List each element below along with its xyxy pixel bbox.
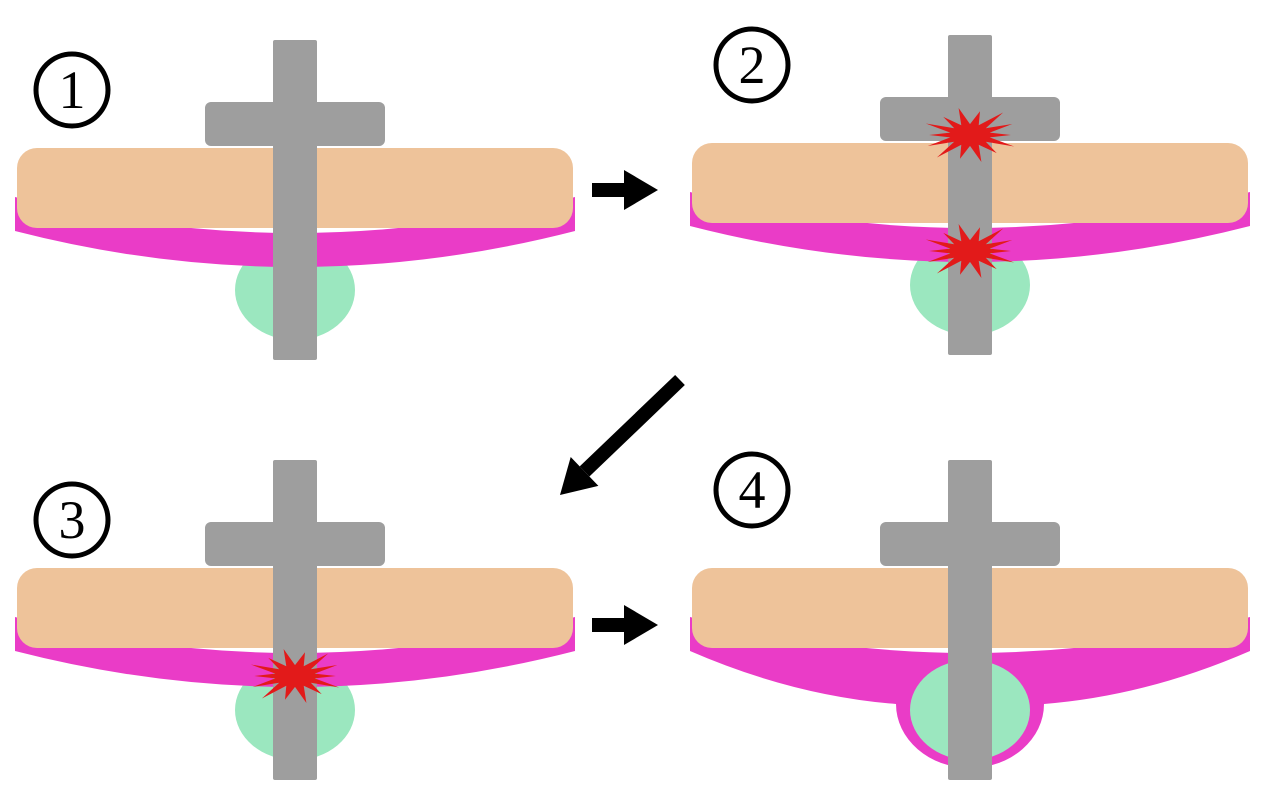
step-label-2: 2 xyxy=(739,35,766,95)
diagram-canvas: 1 2 3 4 xyxy=(0,0,1274,791)
step-label-1: 1 xyxy=(59,60,86,120)
panel-2: 2 xyxy=(690,29,1250,355)
step-label-4: 4 xyxy=(739,460,766,520)
step-label-3: 3 xyxy=(59,490,86,550)
post-vertical xyxy=(948,35,992,355)
panel-3: 3 xyxy=(15,460,575,780)
panel-4: 4 xyxy=(690,454,1250,780)
arrow-head-icon xyxy=(624,605,658,645)
post-vertical xyxy=(273,40,317,360)
arrow-shaft xyxy=(585,380,680,471)
post-vertical xyxy=(948,460,992,780)
arrow-head-icon xyxy=(624,170,658,210)
post-cross xyxy=(205,522,385,566)
post-cross xyxy=(205,102,385,146)
panel-1: 1 xyxy=(15,40,575,360)
post-cross xyxy=(880,522,1060,566)
post-vertical xyxy=(273,460,317,780)
